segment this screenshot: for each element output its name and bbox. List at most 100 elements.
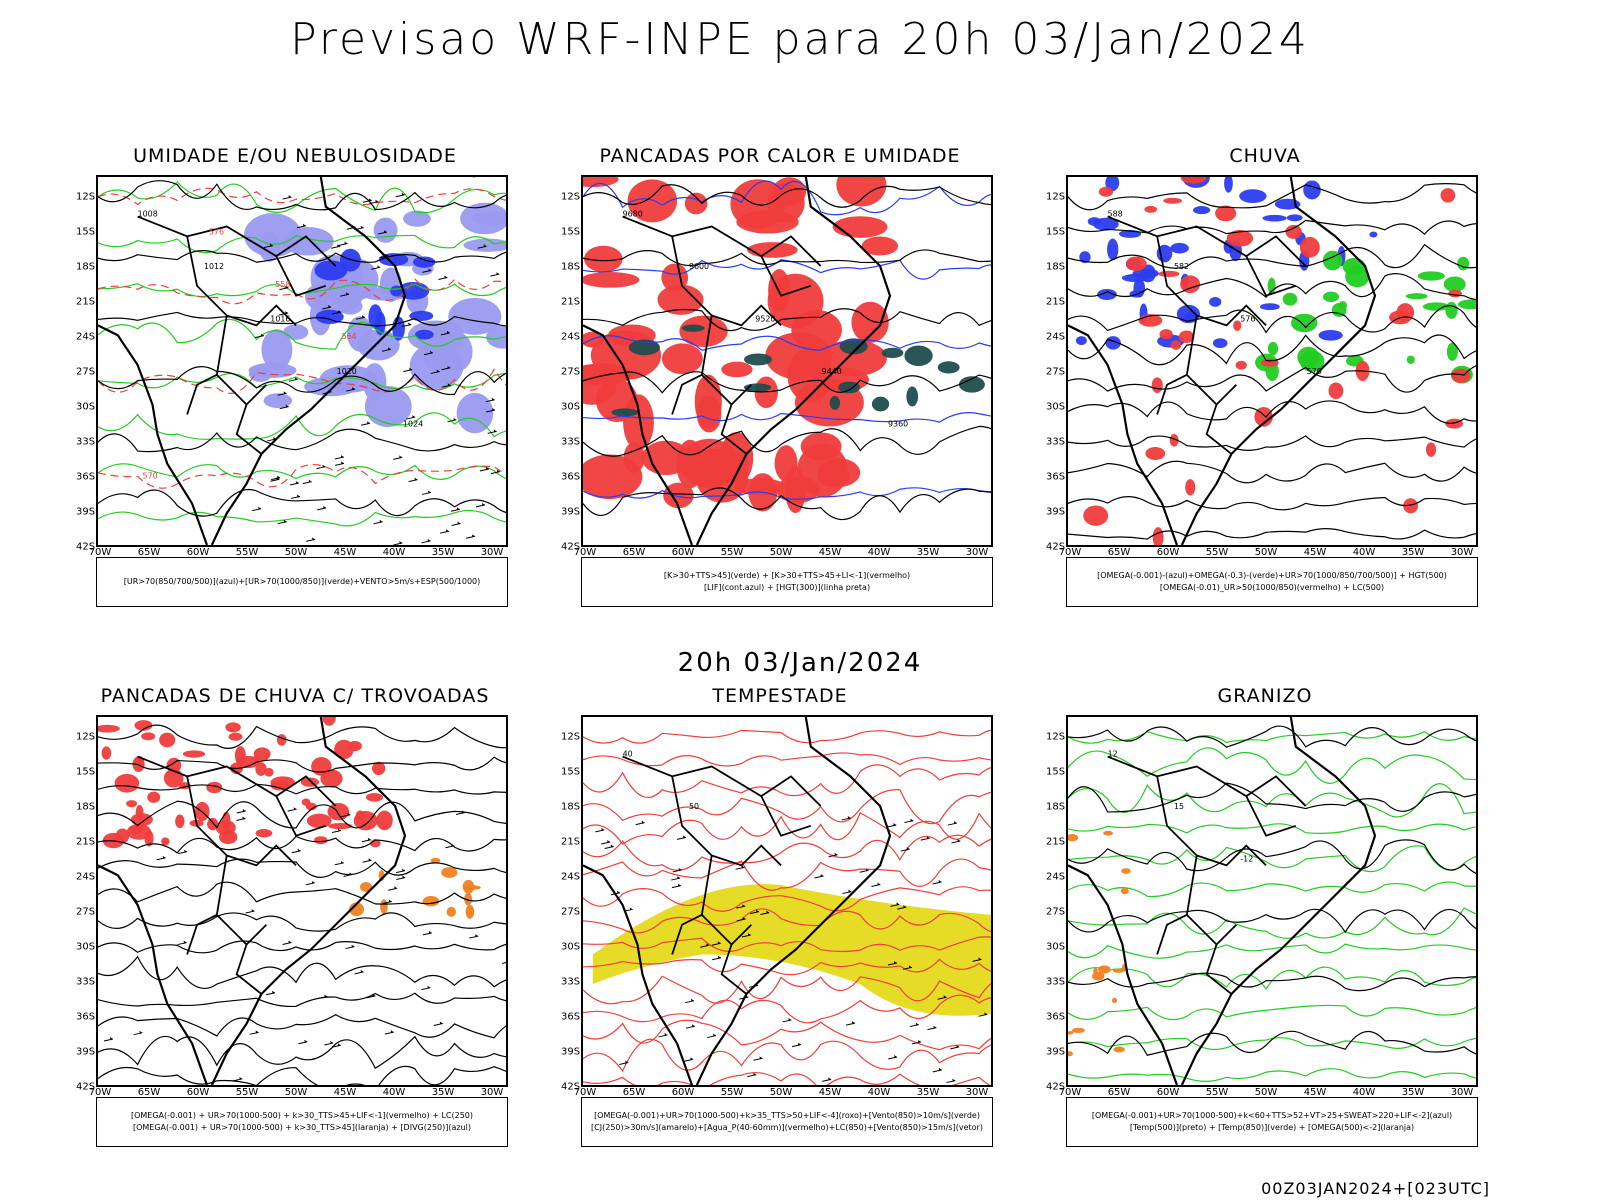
lat-tick-label: 15S (561, 766, 581, 778)
lon-tick-label: 50W (1254, 1087, 1278, 1098)
lat-tick-label: 15S (561, 226, 581, 238)
lon-tick-label: 55W (235, 547, 259, 558)
lat-tick-label: 30S (1046, 401, 1066, 413)
country-borders (1107, 215, 1307, 455)
lat-tick-label: 33S (76, 436, 96, 448)
thickness-contours (98, 187, 506, 489)
coastline (1068, 177, 1377, 545)
country-borders (622, 215, 822, 455)
lon-tick-label: 40W (867, 1087, 891, 1098)
lon-tick-label: 40W (382, 547, 406, 558)
lon-tick-label: 40W (1352, 547, 1376, 558)
lon-tick-label: 50W (769, 1087, 793, 1098)
map-tempestade: 40 50 (581, 715, 993, 1087)
panel-granizo: GRANIZO 12 15 -12 [OMEGA(-0.001)+UR>70(100… (1046, 685, 1480, 1155)
lon-tick-label: 60W (186, 547, 210, 558)
lat-tick-label: 12S (561, 191, 581, 203)
lat-tick-label: 15S (76, 766, 96, 778)
lat-tick-label: 15S (76, 226, 96, 238)
country-borders (137, 215, 337, 455)
lat-tick-label: 42S (1046, 541, 1066, 553)
lat-tick-label: 33S (76, 976, 96, 988)
contour-label: 588 (1108, 210, 1123, 219)
lat-tick-label: 33S (1046, 976, 1066, 988)
lon-tick-label: 60W (1156, 1087, 1180, 1098)
lon-tick-label: 40W (382, 1087, 406, 1098)
contour-label: 50 (689, 802, 699, 811)
lon-tick-label: 55W (720, 1087, 744, 1098)
lat-tick-label: 21S (1046, 296, 1066, 308)
lat-tick-label: 39S (561, 506, 581, 518)
lat-tick-label: 18S (561, 261, 581, 273)
lat-tick-label: 33S (1046, 436, 1066, 448)
country-borders (622, 755, 822, 995)
lat-tick-label: 21S (76, 836, 96, 848)
contour-label: 9600 (689, 262, 709, 271)
lon-tick-label: 55W (235, 1087, 259, 1098)
lat-tick-label: 39S (76, 1046, 96, 1058)
contour-label: 15 (1174, 802, 1184, 811)
panel-umidade: UMIDADE E/OU NEBULOSIDADE 1008 1012 1016 10… (76, 145, 510, 615)
lon-tick-label: 65W (622, 1087, 646, 1098)
lat-tick-label: 42S (1046, 1081, 1066, 1093)
pressure-contours (98, 180, 506, 517)
low-level-humidity-contours (98, 181, 506, 527)
lon-tick-label: 35W (916, 1087, 940, 1098)
panel-pancadas-calor: PANCADAS POR CALOR E UMIDADE 9680 9600 952… (561, 145, 995, 615)
lat-tick-label: 30S (561, 941, 581, 953)
lon-tick-label: 70W (88, 547, 112, 558)
panel-chuva: CHUVA 588 582 576 570 [OMEGA(-0.001)-(azul)… (1046, 145, 1480, 615)
lat-tick-label: 27S (1046, 906, 1066, 918)
lon-tick-label: 45W (333, 547, 357, 558)
lon-tick-label: 50W (769, 547, 793, 558)
lon-tick-label: 55W (1205, 547, 1229, 558)
lat-tick-label: 36S (561, 1011, 581, 1023)
panel-title: PANCADAS POR CALOR E UMIDADE (599, 145, 961, 167)
lat-tick-label: 18S (561, 801, 581, 813)
lon-tick-label: 35W (431, 547, 455, 558)
lon-tick-label: 65W (1107, 547, 1131, 558)
lat-tick-label: 24S (1046, 871, 1066, 883)
lon-tick-label: 45W (1303, 1087, 1327, 1098)
legend-line-2: [LIF](cont.azul) + [HGT(300)](linha pret… (703, 583, 871, 592)
hgt300-contours (583, 184, 991, 521)
lat-tick-label: 27S (1046, 366, 1066, 378)
lon-tick-label: 45W (818, 1087, 842, 1098)
lon-tick-label: 60W (186, 1087, 210, 1098)
panel-title: TEMPESTADE (712, 685, 848, 707)
contour-label: 1008 (138, 210, 158, 219)
lat-tick-label: 15S (1046, 226, 1066, 238)
lon-tick-label: 60W (671, 547, 695, 558)
lat-tick-label: 30S (561, 401, 581, 413)
lat-tick-label: 18S (76, 801, 96, 813)
lat-tick-label: 42S (561, 1081, 581, 1093)
lon-tick-label: 70W (1058, 547, 1082, 558)
middle-title: 20h 03/Jan/2024 (677, 648, 923, 678)
panel-trovoadas: PANCADAS DE CHUVA C/ TROVOADAS [OMEGA(-0… (76, 685, 510, 1155)
lat-tick-label: 30S (76, 941, 96, 953)
panel-tempestade: TEMPESTADE 40 50 [OMEGA(-0.001)+UR>70(100… (561, 685, 995, 1155)
lat-tick-label: 42S (76, 541, 96, 553)
streamline-arrows (103, 807, 506, 1082)
lon-tick-label: 65W (137, 1087, 161, 1098)
wind850-vectors (595, 815, 988, 1084)
lat-tick-label: 24S (76, 331, 96, 343)
lat-tick-label: 27S (76, 366, 96, 378)
legend-line-2: [CJ(250)>30m/s](amarelo)+[Agua_P(40-60mm… (591, 1123, 983, 1132)
lon-tick-label: 35W (431, 1087, 455, 1098)
lon-tick-label: 35W (1401, 1087, 1425, 1098)
legend-line-1: [OMEGA(-0.001)-(azul)+OMEGA(-0.3)-(verde… (1097, 571, 1447, 580)
lon-tick-label: 70W (573, 547, 597, 558)
contour-label: 576 (209, 227, 224, 236)
lon-tick-label: 30W (1450, 1087, 1474, 1098)
lat-tick-label: 21S (561, 296, 581, 308)
legend-line-1: [K>30+TTS>45](verde) + [K>30+TTS>45+LI<-… (663, 571, 911, 580)
panel-legend: [UR>70(850/700/500)](azul)+[UR>70(1000/8… (96, 557, 508, 607)
legend-line-1: [OMEGA(-0.001)+UR>70(1000-500)+k<60+TTS>… (1091, 1111, 1453, 1120)
lat-tick-label: 33S (561, 976, 581, 988)
legend-line-1: [UR>70(850/700/500)](azul)+[UR>70(1000/8… (123, 577, 481, 586)
lat-tick-label: 24S (561, 331, 581, 343)
lat-tick-label: 12S (76, 191, 96, 203)
lat-tick-label: 15S (1046, 766, 1066, 778)
contour-label: 1020 (337, 367, 357, 376)
